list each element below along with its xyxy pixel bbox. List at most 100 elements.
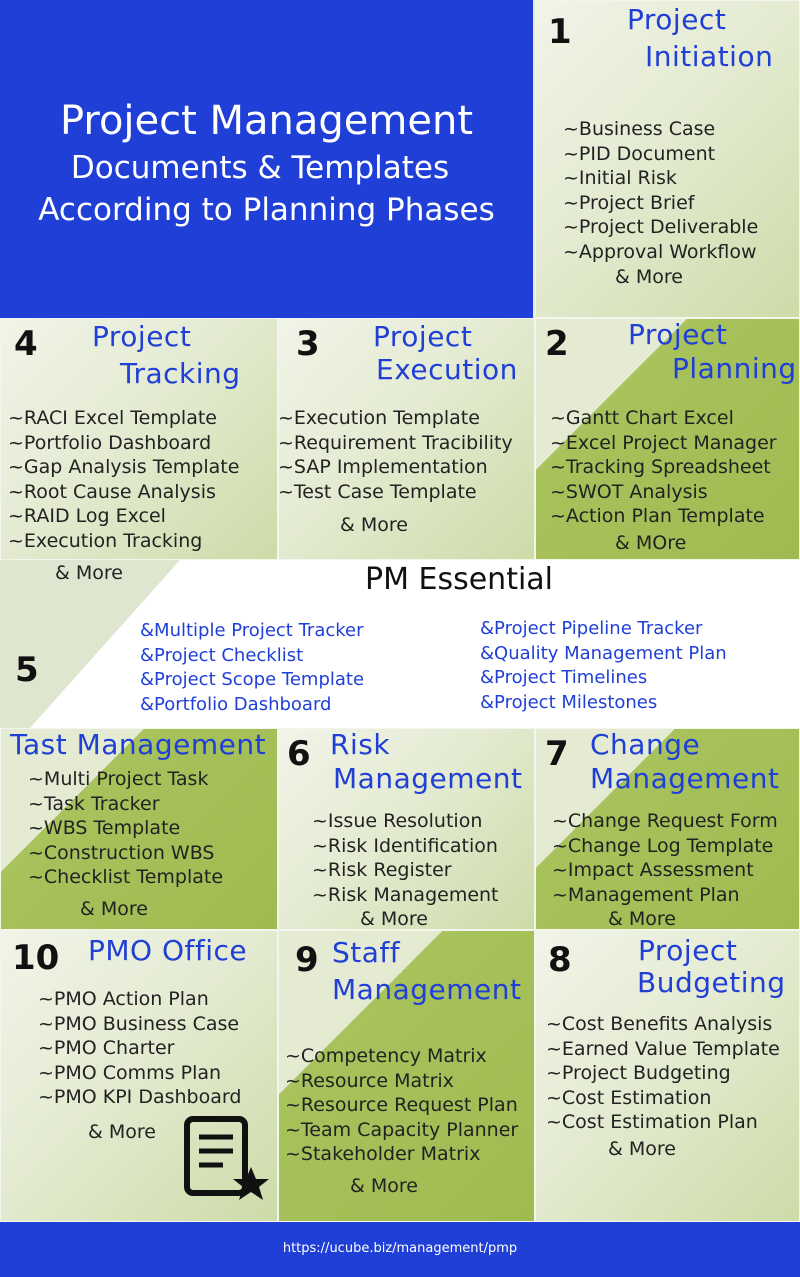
template-item: ~Project Brief <box>563 191 695 214</box>
section-title-line: Change <box>590 728 701 761</box>
section-title-line: Project <box>627 3 727 36</box>
section-title-line: Project <box>628 318 728 351</box>
essential-list: &Multiple Project Tracker &Project Checkl… <box>140 620 364 718</box>
header-title-line: According to Planning Phases <box>38 192 495 228</box>
template-item: ~Change Log Template <box>552 834 774 857</box>
section-title-line: Management <box>332 973 522 1006</box>
more-link: & More <box>615 266 683 288</box>
panel <box>0 930 278 1222</box>
template-item: ~PMO Action Plan <box>38 988 209 1010</box>
diagonal-shape <box>535 560 800 728</box>
section-title-line: Planning <box>672 352 797 385</box>
template-item: ~Excel Project Manager <box>550 431 777 454</box>
essential-title: PM Essential <box>365 562 554 597</box>
template-item: ~Business Case <box>563 118 716 140</box>
essential-item: &Portfolio Dashboard <box>140 693 332 715</box>
more-link: & More <box>608 908 676 930</box>
template-item: ~Task Tracker <box>28 792 160 815</box>
template-item: ~PID Document <box>563 142 716 165</box>
more-link: & More <box>360 908 428 930</box>
essential-item: &Project Milestones <box>480 691 658 713</box>
more-link: & More <box>80 898 148 920</box>
essential-item: &Project Scope Template <box>140 669 365 691</box>
panel <box>0 318 278 560</box>
template-item: ~PMO Charter <box>38 1037 175 1060</box>
template-item: ~Project Deliverable <box>563 216 759 239</box>
template-item: ~Construction WBS <box>28 841 215 864</box>
section-title-line: Initiation <box>645 40 774 73</box>
section-number: 6 <box>287 734 311 774</box>
template-item: ~Resource Request Plan <box>285 1094 518 1117</box>
template-item: ~Gantt Chart Excel <box>550 407 734 429</box>
footer <box>0 1222 800 1277</box>
document-icon <box>184 1116 269 1200</box>
template-item: ~Checklist Template <box>28 866 224 889</box>
template-item: ~Gap Analysis Template <box>8 456 240 479</box>
template-item: ~Cost Estimation <box>546 1086 712 1109</box>
essential-item: &Multiple Project Tracker <box>140 620 364 641</box>
template-item: ~Action Plan Template <box>550 505 765 528</box>
section-number: 2 <box>545 324 569 364</box>
section-title-line: Project <box>92 320 192 353</box>
header-title-line: Project Management <box>59 98 474 144</box>
section-title-line: Project <box>638 934 738 967</box>
section-title-line: Management <box>590 762 780 795</box>
section-title-line: Management <box>333 762 523 795</box>
diagonal-shape <box>0 560 180 728</box>
section-number: 3 <box>296 324 320 364</box>
template-item: ~PMO KPI Dashboard <box>38 1086 242 1109</box>
panel <box>278 930 535 1222</box>
essential-item: &Project Checklist <box>140 644 304 666</box>
essential-item: &Project Timelines <box>480 667 648 689</box>
section-number: 4 <box>14 324 38 364</box>
section-number: 5 <box>15 650 39 690</box>
template-item: ~Project Budgeting <box>546 1062 731 1085</box>
template-item: ~Risk Register <box>312 859 452 882</box>
template-item: ~Change Request Form <box>552 810 778 832</box>
template-item: ~Test Case Template <box>278 480 477 503</box>
template-item: ~Impact Assessment <box>552 859 754 882</box>
template-item: ~Execution Tracking <box>8 530 203 552</box>
section-title-line: Execution <box>376 353 518 386</box>
template-item: ~Earned Value Template <box>546 1037 780 1060</box>
template-item: ~Initial Risk <box>563 167 677 190</box>
template-item: ~Stakeholder Matrix <box>285 1143 481 1166</box>
header-title-line: Documents & Templates <box>70 150 450 186</box>
section-number: 1 <box>548 12 572 52</box>
more-link: & More <box>88 1121 156 1143</box>
template-item: ~Tracking Spreadsheet <box>550 456 771 479</box>
panel <box>278 318 535 560</box>
template-item: ~RAID Log Excel <box>8 505 166 528</box>
more-link: & More <box>350 1175 418 1197</box>
section-title-line: Staff <box>332 936 401 969</box>
template-item: ~Requirement Tracibility <box>278 431 513 454</box>
template-item: ~SWOT Analysis <box>550 480 708 503</box>
section-title-line: PMO Office <box>88 934 248 967</box>
template-item: ~Portfolio Dashboard <box>8 431 212 454</box>
template-item: ~Team Capacity Planner <box>285 1118 519 1141</box>
section-title-line: Tast Management <box>10 728 267 761</box>
template-item: ~Cost Benefits Analysis <box>546 1013 773 1035</box>
section-number: 9 <box>295 940 319 980</box>
more-link: & More <box>608 1138 676 1160</box>
template-item: ~PMO Business Case <box>38 1012 240 1035</box>
panel <box>535 318 800 560</box>
template-item: ~RACI Excel Template <box>8 407 217 429</box>
essential-item: &Quality Management Plan <box>480 642 727 664</box>
section-number: 8 <box>548 940 572 980</box>
panel <box>0 728 278 930</box>
template-item: ~Root Cause Analysis <box>8 480 216 503</box>
section-title-line: Risk <box>330 728 391 761</box>
footer-url: https://ucube.biz/management/pmp <box>282 1241 518 1256</box>
template-item: ~Multi Project Task <box>28 768 209 790</box>
template-item: ~Resource Matrix <box>285 1069 454 1092</box>
more-link: & More <box>55 562 123 584</box>
panel <box>535 728 800 930</box>
essential-list: &Project Pipeline Tracker &Quality Manage… <box>480 618 727 716</box>
section-number: 7 <box>545 734 569 774</box>
template-item: ~Approval Workflow <box>563 241 757 263</box>
template-item: ~Execution Template <box>278 407 480 429</box>
template-item: ~Management Plan <box>552 883 740 906</box>
essential-shapes <box>0 560 800 728</box>
